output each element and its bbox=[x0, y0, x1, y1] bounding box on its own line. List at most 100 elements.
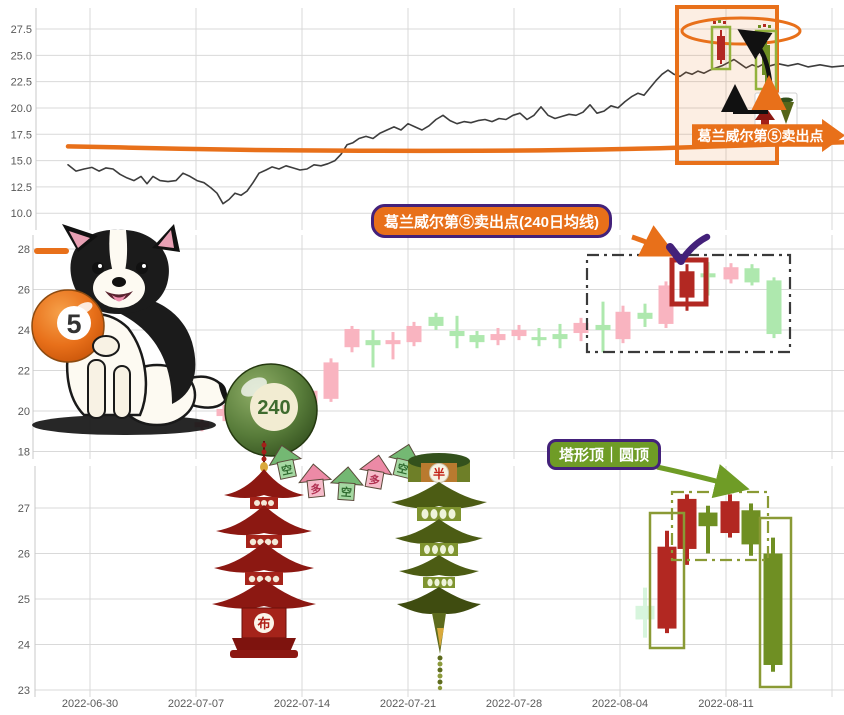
y-tick-label: 27.5 bbox=[11, 24, 32, 36]
price-line bbox=[67, 58, 844, 205]
y-tick-label: 20 bbox=[18, 406, 30, 418]
candle-body bbox=[763, 553, 783, 665]
tower-top-callout: 塔形顶｜圆顶 bbox=[547, 439, 662, 470]
house-icon: 空 bbox=[268, 444, 303, 480]
x-tick-label: 2022-07-14 bbox=[274, 698, 330, 710]
green-pagoda-icon: 半 bbox=[391, 453, 487, 691]
x-tick-label: 2022-07-21 bbox=[380, 698, 436, 710]
candle bbox=[428, 312, 444, 330]
house-label: 空 bbox=[340, 485, 352, 500]
y-tick-label: 25.0 bbox=[11, 50, 32, 62]
green-pagoda-badge: 半 bbox=[433, 466, 445, 481]
candle bbox=[216, 404, 232, 422]
candle-body bbox=[766, 280, 782, 335]
house-label: 空 bbox=[280, 462, 294, 478]
house-icon: 多 bbox=[358, 454, 393, 490]
candle bbox=[531, 327, 547, 347]
house-icon: 空 bbox=[387, 443, 422, 480]
candle bbox=[344, 325, 360, 353]
granville-sell-banner: 葛兰威尔第⑤卖出点 bbox=[692, 119, 844, 152]
candle bbox=[595, 301, 611, 353]
elbow-arrow-icon bbox=[721, 84, 768, 114]
pattern-dash-box bbox=[670, 490, 770, 562]
x-tick-label: 2022-08-11 bbox=[698, 698, 753, 710]
candle-body bbox=[365, 340, 381, 346]
candle bbox=[490, 327, 506, 346]
candle-body bbox=[469, 335, 485, 343]
house-icon: 空 bbox=[329, 466, 365, 502]
candle bbox=[615, 305, 631, 344]
candle-body bbox=[511, 330, 527, 337]
y-tick-label: 15.0 bbox=[11, 156, 32, 168]
candle-body bbox=[323, 362, 339, 399]
candle-body bbox=[723, 267, 739, 280]
candle-body bbox=[490, 334, 506, 341]
candle-body bbox=[677, 498, 697, 549]
candle-body bbox=[741, 510, 761, 545]
candle bbox=[635, 587, 655, 638]
house-icon: 多 bbox=[298, 463, 333, 499]
y-tick-label: 22 bbox=[18, 366, 30, 378]
pattern-box bbox=[758, 516, 793, 689]
ball-five-label: 5 bbox=[66, 309, 81, 339]
candle-body bbox=[698, 512, 718, 527]
house-label: 多 bbox=[310, 481, 322, 496]
y-tick-label: 22.5 bbox=[11, 77, 32, 89]
candle bbox=[385, 332, 401, 360]
dog-illustration: 5 bbox=[31, 224, 228, 435]
x-tick-label: 2022-08-04 bbox=[592, 698, 648, 710]
candle-body bbox=[573, 322, 589, 334]
candle-body bbox=[552, 334, 568, 340]
house-label: 多 bbox=[368, 472, 381, 488]
x-tick-label: 2022-07-07 bbox=[168, 698, 224, 710]
red-pagoda-badge: 布 bbox=[257, 616, 270, 631]
ball-240-label: 240 bbox=[257, 397, 290, 419]
axis-label-layer: 27.5 25.0 22.5 20.0 17.5 15.0 12.5 10.0 28 26 24 22… bbox=[11, 24, 754, 710]
red-pagoda-icon: 布 bbox=[212, 441, 316, 658]
candle bbox=[323, 358, 339, 402]
y-tick-label: 24 bbox=[18, 325, 30, 337]
mini-candle-up-icon bbox=[710, 20, 732, 71]
candle bbox=[766, 277, 782, 339]
house-label: 空 bbox=[396, 461, 410, 477]
y-tick-label: 25 bbox=[18, 594, 30, 606]
candle bbox=[744, 264, 760, 286]
candle-body bbox=[449, 331, 465, 337]
y-tick-label: 10.0 bbox=[11, 208, 32, 220]
candle bbox=[677, 494, 697, 565]
granville-240ma-callout: 葛兰威尔第⑤卖出点(240日均线) bbox=[371, 204, 613, 238]
candle-body bbox=[720, 501, 740, 534]
series-layer bbox=[65, 58, 844, 672]
y-tick-label: 26 bbox=[18, 549, 30, 561]
y-tick-label: 20.0 bbox=[11, 103, 32, 115]
y-tick-label: 17.5 bbox=[11, 129, 32, 141]
candle-body bbox=[679, 271, 695, 298]
candle-body bbox=[428, 316, 444, 326]
y-tick-label: 24 bbox=[18, 640, 30, 652]
candle bbox=[573, 317, 589, 342]
candle bbox=[511, 324, 527, 341]
candle bbox=[449, 315, 465, 349]
candle bbox=[698, 505, 718, 554]
candle bbox=[741, 503, 761, 556]
candle-body bbox=[531, 337, 547, 341]
y-tick-label: 23 bbox=[18, 685, 30, 697]
purple-check-icon bbox=[666, 233, 711, 265]
candle bbox=[657, 530, 677, 634]
candle bbox=[720, 494, 740, 538]
tower-top-arrow-icon bbox=[656, 464, 750, 499]
ball-five-icon: 5 bbox=[31, 289, 105, 363]
y-tick-label: 18 bbox=[18, 447, 30, 459]
sell-candle-highlight-box bbox=[669, 257, 709, 307]
candle bbox=[469, 331, 485, 349]
candle bbox=[637, 303, 653, 327]
pattern-box bbox=[648, 511, 686, 650]
candle bbox=[763, 537, 783, 672]
y-tick-label: 28 bbox=[18, 244, 30, 256]
candle-body bbox=[657, 546, 677, 629]
callout-arrow-icon bbox=[631, 225, 677, 257]
x-tick-label: 2022-06-30 bbox=[62, 698, 118, 710]
candle-body bbox=[637, 312, 653, 319]
